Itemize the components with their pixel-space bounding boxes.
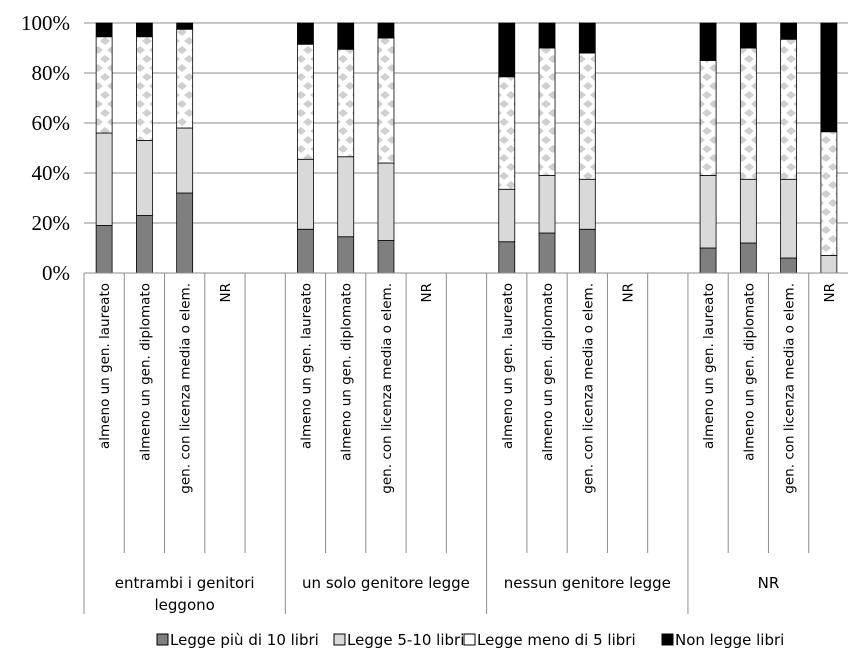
bar-segment	[538, 175, 556, 234]
bar-segment	[95, 132, 113, 226]
x-tick-label: NR	[218, 283, 234, 302]
bar-segment	[739, 47, 757, 180]
bar-segment	[578, 22, 596, 54]
x-tick-label: almeno un gen. diplomato	[339, 283, 355, 461]
x-tick-label: NR	[621, 283, 637, 302]
x-axis-labels: almeno un gen. laureato almeno un gen. di…	[97, 283, 838, 494]
legend-swatch	[661, 633, 674, 646]
y-tick-label: 80%	[32, 61, 71, 85]
bar-segment	[95, 225, 113, 274]
bar-segment	[135, 22, 153, 38]
bar-segment	[739, 242, 757, 274]
bar-segment	[538, 47, 556, 176]
bar-segment	[135, 215, 153, 274]
x-tick-label: NR	[419, 283, 435, 302]
bar-segment	[337, 48, 355, 158]
bar-segment	[498, 22, 516, 78]
y-axis-ticks: 0% 20% 40% 60% 80% 100%	[21, 11, 70, 285]
x-tick-label: almeno un gen. diplomato	[540, 283, 556, 461]
bar-segment	[739, 22, 757, 49]
bar-segment	[135, 36, 153, 141]
bar-segment	[498, 188, 516, 243]
x-tick-label: gen. con licenza media o elem.	[178, 283, 194, 494]
x-axis-group-labels: entrambi i genitori leggono un solo genito…	[115, 574, 780, 614]
bar-segment	[578, 52, 596, 180]
x-tick-label: almeno un gen. diplomato	[741, 283, 757, 461]
bar-segment	[377, 22, 395, 39]
bar-segment	[337, 236, 355, 274]
group-label: nessun genitore legge	[504, 574, 671, 592]
legend-label: Non legge libri	[675, 631, 784, 649]
y-tick-label: 0%	[42, 261, 70, 285]
x-tick-label: gen. con licenza media o elem.	[580, 283, 596, 494]
legend-swatch	[333, 633, 346, 646]
bar-segment	[498, 76, 516, 190]
legend-label: Legge 5-10 libri	[347, 631, 464, 649]
bar-segment	[176, 127, 194, 194]
group-label: entrambi i genitori leggono	[115, 574, 255, 614]
bar-segment	[297, 158, 314, 230]
bar-segment	[780, 22, 798, 40]
bar-segment	[538, 22, 556, 49]
gridlines	[84, 22, 848, 224]
bar-segment	[699, 60, 717, 176]
bar-segment	[498, 241, 516, 274]
x-tick-label: gen. con licenza media o elem.	[782, 283, 798, 494]
bar-segment	[820, 255, 838, 274]
legend-label: Legge più di 10 libri	[170, 631, 319, 649]
x-tick-label: gen. con licenza media o elem.	[379, 283, 395, 494]
bar-segment	[699, 175, 717, 249]
bar-segment	[578, 178, 596, 230]
bar-segment	[820, 22, 838, 133]
x-tick-label: almeno un gen. laureato	[701, 283, 717, 449]
bar-segment	[135, 140, 153, 216]
bar-segment	[377, 162, 395, 241]
bar-segment	[578, 228, 596, 274]
bar-segment	[176, 192, 194, 274]
x-tick-label: almeno un gen. diplomato	[137, 283, 153, 461]
bar-segment	[377, 240, 395, 274]
y-tick-label: 40%	[32, 161, 71, 185]
bar-segment	[176, 22, 194, 30]
x-tick-label: NR	[822, 283, 838, 302]
x-tick-label: almeno un gen. laureato	[97, 283, 113, 449]
x-tick-label: almeno un gen. laureato	[298, 283, 314, 449]
bar-segment	[297, 228, 314, 274]
bar-segment	[780, 257, 798, 274]
bar-segment	[780, 38, 798, 180]
bar-segment	[95, 36, 113, 134]
bar-segment	[176, 28, 194, 129]
bar-segment	[297, 43, 314, 160]
y-tick-label: 100%	[21, 11, 70, 35]
bar-segment	[297, 22, 314, 45]
bar-segment	[739, 178, 757, 244]
bar-segment	[377, 37, 395, 164]
group-label: NR	[758, 574, 780, 592]
group-label: un solo genitore legge	[302, 574, 470, 592]
y-tick-label: 60%	[32, 111, 71, 135]
legend-label: Legge meno di 5 libri	[477, 631, 636, 649]
legend-swatch	[156, 633, 169, 646]
y-tick-label: 20%	[32, 211, 71, 235]
bar-segment	[538, 232, 556, 274]
bar-segment	[699, 247, 717, 274]
bar-segment	[780, 178, 798, 259]
legend-swatch	[463, 633, 476, 646]
bar-segment	[820, 131, 838, 256]
bar-segment	[337, 22, 355, 50]
bar-segment	[699, 22, 717, 61]
x-tick-label: almeno un gen. laureato	[500, 283, 516, 449]
legend: Legge più di 10 libri Legge 5-10 libri Leg…	[156, 631, 784, 649]
bar-segment	[337, 156, 355, 238]
bar-segment	[95, 22, 113, 38]
bars	[95, 22, 838, 274]
axes	[83, 272, 848, 614]
